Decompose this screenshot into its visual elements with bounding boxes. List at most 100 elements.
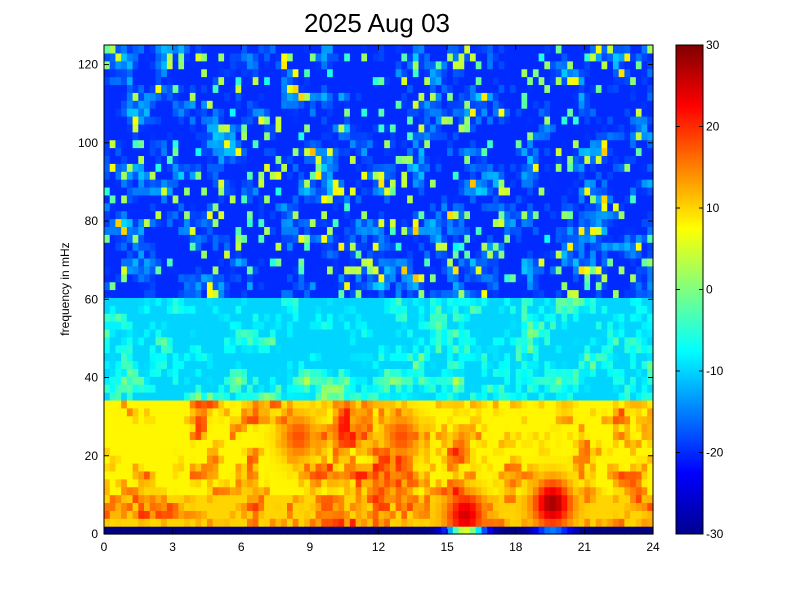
- heatmap-cell: [241, 415, 248, 425]
- heatmap-cell: [555, 431, 563, 440]
- heatmap-cell: [189, 257, 197, 267]
- heatmap-cell: [304, 368, 311, 377]
- heatmap-cell: [378, 321, 385, 330]
- heatmap-cell: [429, 60, 437, 70]
- heatmap-cell: [218, 234, 225, 243]
- heatmap-cell: [372, 218, 380, 228]
- heatmap-cell: [492, 210, 500, 220]
- heatmap-cell: [372, 186, 380, 196]
- heatmap-cell: [229, 281, 237, 291]
- heatmap-cell: [515, 202, 523, 212]
- heatmap-cell: [521, 76, 528, 86]
- heatmap-cell: [189, 45, 197, 54]
- heatmap-cell: [166, 218, 174, 228]
- heatmap-cell: [344, 384, 351, 393]
- heatmap-cell: [498, 399, 505, 409]
- heatmap-cell: [401, 470, 408, 480]
- heatmap-cell: [327, 478, 334, 488]
- heatmap-cell: [321, 510, 328, 519]
- heatmap-cell: [298, 218, 305, 228]
- heatmap-cell: [321, 384, 328, 393]
- heatmap-cell: [132, 147, 139, 157]
- heatmap-cell: [492, 463, 500, 472]
- heatmap-cell: [206, 131, 214, 141]
- heatmap-cell: [384, 226, 391, 235]
- heatmap-cell: [235, 257, 242, 267]
- heatmap-cell: [384, 76, 391, 86]
- heatmap-cell: [252, 281, 260, 291]
- heatmap-cell: [166, 115, 174, 125]
- heatmap-cell: [515, 92, 523, 101]
- heatmap-cell: [309, 92, 317, 101]
- heatmap-cell: [246, 210, 254, 220]
- heatmap-cell: [275, 392, 282, 401]
- heatmap-cell: [367, 463, 374, 472]
- heatmap-cell: [126, 376, 134, 385]
- heatmap-cell: [458, 526, 465, 535]
- heatmap-cell: [321, 265, 328, 275]
- heatmap-cell: [555, 502, 563, 511]
- heatmap-cell: [149, 123, 157, 133]
- heatmap-cell: [275, 226, 282, 235]
- heatmap-cell: [195, 147, 202, 157]
- heatmap-cell: [184, 218, 191, 228]
- heatmap-cell: [298, 92, 305, 101]
- heatmap-cell: [464, 328, 471, 338]
- heatmap-cell: [304, 423, 311, 433]
- heatmap-cell: [378, 502, 385, 511]
- heatmap-cell: [332, 147, 340, 157]
- heatmap-cell: [458, 431, 465, 440]
- heatmap-cell: [447, 100, 454, 109]
- heatmap-cell: [132, 108, 139, 117]
- heatmap-cell: [235, 399, 242, 409]
- heatmap-cell: [298, 265, 305, 275]
- heatmap-cell: [412, 171, 420, 180]
- heatmap-cell: [321, 502, 328, 511]
- heatmap-cell: [521, 242, 528, 251]
- heatmap-cell: [544, 273, 551, 283]
- heatmap-cell: [149, 328, 157, 338]
- heatmap-cell: [184, 526, 191, 535]
- heatmap-cell: [464, 281, 471, 291]
- heatmap-cell: [498, 526, 505, 535]
- heatmap-cell: [269, 155, 277, 164]
- heatmap-cell: [470, 470, 477, 480]
- heatmap-cell: [441, 242, 448, 251]
- heatmap-cell: [206, 313, 214, 322]
- heatmap-cell: [138, 147, 145, 157]
- heatmap-cell: [401, 250, 408, 259]
- heatmap-cell: [206, 52, 214, 62]
- heatmap-cell: [178, 478, 185, 488]
- heatmap-cell: [367, 92, 374, 101]
- heatmap-cell: [555, 510, 563, 519]
- heatmap-cell: [161, 186, 168, 196]
- heatmap-cell: [332, 92, 340, 101]
- heatmap-cell: [492, 45, 500, 54]
- heatmap-cell: [441, 510, 448, 519]
- heatmap-cell: [464, 305, 471, 314]
- heatmap-cell: [304, 147, 311, 157]
- heatmap-cell: [144, 179, 151, 188]
- heatmap-cell: [115, 463, 122, 472]
- heatmap-cell: [298, 115, 305, 125]
- heatmap-cell: [412, 194, 420, 204]
- heatmap-cell: [149, 186, 157, 196]
- heatmap-cell: [252, 447, 260, 456]
- heatmap-cell: [492, 84, 500, 93]
- heatmap-cell: [309, 250, 317, 259]
- heatmap-cell: [429, 297, 437, 306]
- heatmap-cell: [452, 179, 460, 188]
- heatmap-cell: [521, 368, 528, 377]
- heatmap-cell: [246, 100, 254, 109]
- heatmap-cell: [378, 131, 385, 141]
- heatmap-cell: [184, 155, 191, 164]
- heatmap-cell: [412, 431, 420, 440]
- heatmap-cell: [109, 131, 117, 141]
- heatmap-cell: [412, 234, 420, 243]
- heatmap-cell: [338, 52, 345, 62]
- heatmap-cell: [155, 423, 162, 433]
- heatmap-cell: [492, 100, 500, 109]
- heatmap-cell: [389, 392, 397, 401]
- heatmap-cell: [424, 273, 431, 283]
- heatmap-cell: [321, 470, 328, 480]
